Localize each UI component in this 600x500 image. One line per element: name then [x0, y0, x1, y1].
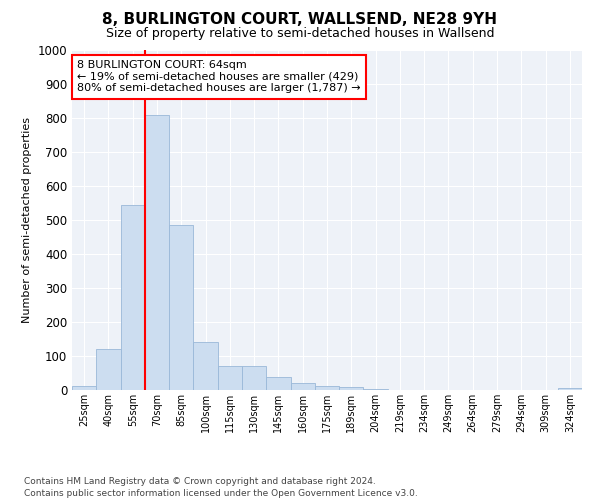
Text: Size of property relative to semi-detached houses in Wallsend: Size of property relative to semi-detach…	[106, 28, 494, 40]
Bar	[218, 366, 242, 390]
Bar	[558, 388, 582, 390]
Bar	[266, 377, 290, 390]
Bar	[290, 383, 315, 390]
Bar	[72, 386, 96, 390]
Text: 8 BURLINGTON COURT: 64sqm
← 19% of semi-detached houses are smaller (429)
80% of: 8 BURLINGTON COURT: 64sqm ← 19% of semi-…	[77, 60, 361, 94]
Text: 8, BURLINGTON COURT, WALLSEND, NE28 9YH: 8, BURLINGTON COURT, WALLSEND, NE28 9YH	[103, 12, 497, 28]
Bar	[339, 388, 364, 390]
Y-axis label: Number of semi-detached properties: Number of semi-detached properties	[22, 117, 32, 323]
Bar	[121, 204, 145, 390]
Bar	[242, 366, 266, 390]
Bar	[193, 342, 218, 390]
Bar	[145, 116, 169, 390]
Bar	[96, 348, 121, 390]
Bar	[169, 225, 193, 390]
Bar	[315, 386, 339, 390]
Text: Contains HM Land Registry data © Crown copyright and database right 2024.: Contains HM Land Registry data © Crown c…	[24, 478, 376, 486]
Text: Contains public sector information licensed under the Open Government Licence v3: Contains public sector information licen…	[24, 489, 418, 498]
